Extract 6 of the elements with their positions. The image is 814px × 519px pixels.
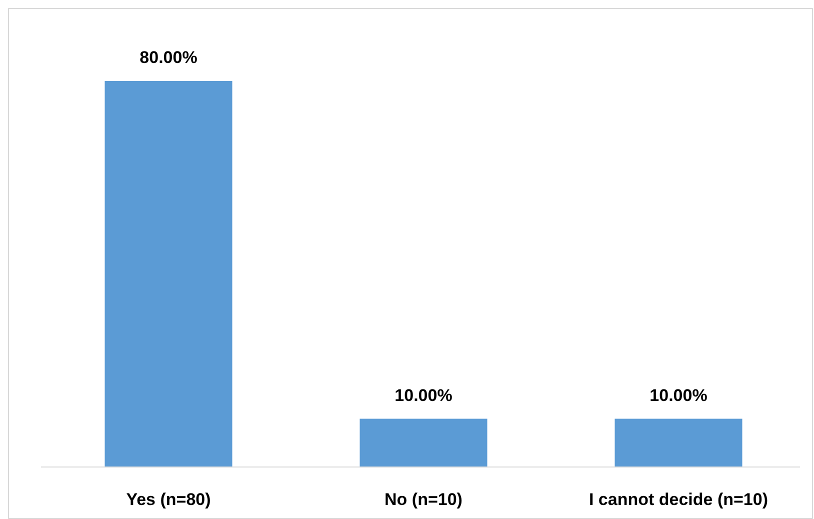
data-label: 80.00% [140,48,198,67]
x-tick-label: No (n=10) [384,490,462,509]
data-label: 10.00% [650,386,708,405]
x-tick-label: I cannot decide (n=10) [588,490,768,509]
data-label: 10.00% [394,386,452,405]
x-tick-label: Yes (n=80) [126,490,211,509]
